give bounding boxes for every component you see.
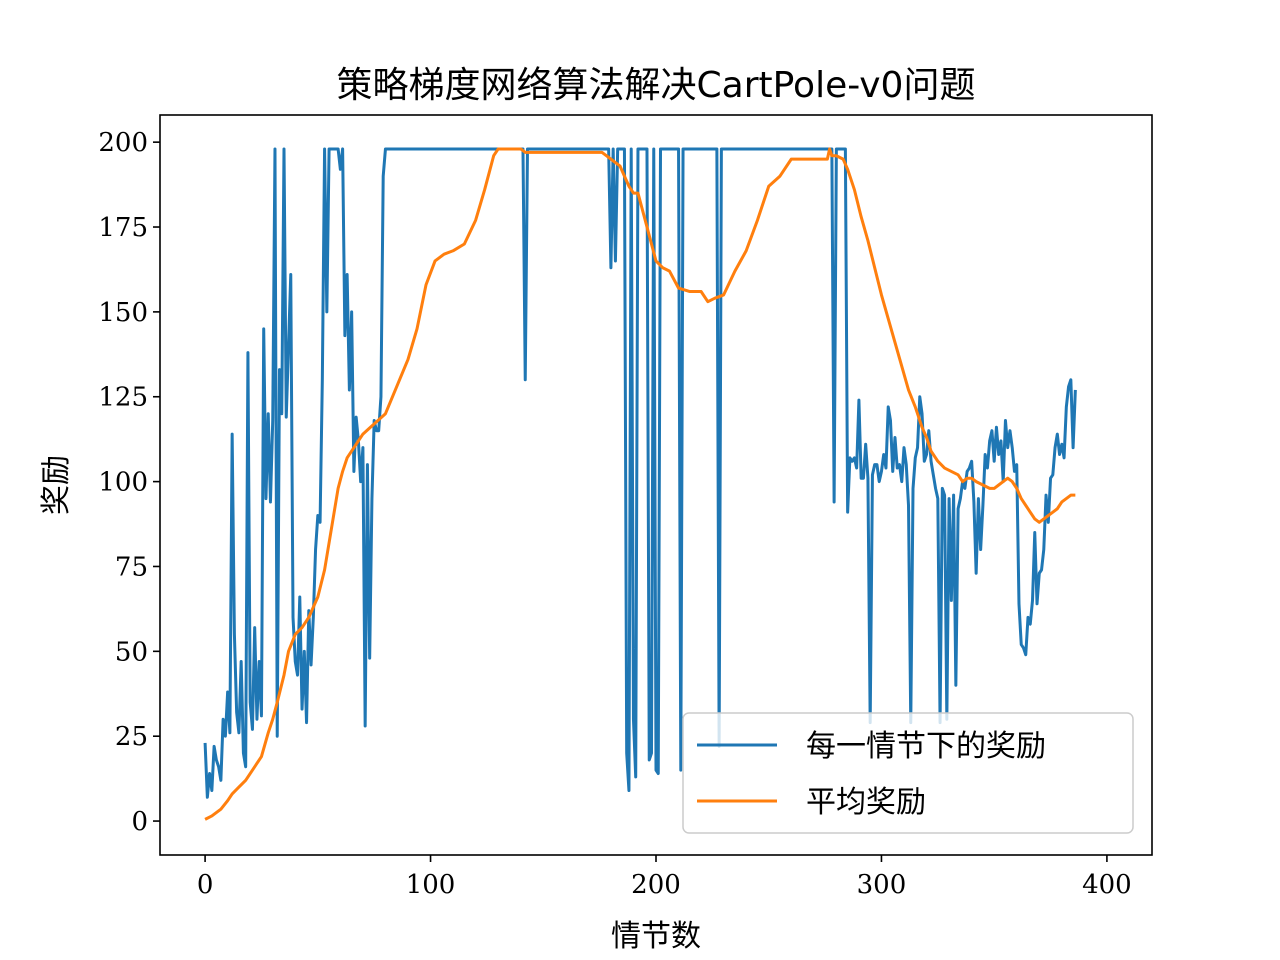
tick-layer: 0 100 200 300 400 0 25 50 75 100 125 150 175 200	[98, 128, 1131, 900]
y-axis-label: 奖励	[39, 455, 74, 515]
y-tick-label: 200	[98, 128, 148, 158]
series-line-average-reward	[204, 147, 1076, 821]
legend-box	[682, 712, 1134, 834]
y-tick-label: 50	[115, 637, 148, 667]
x-tick-label: 0	[197, 870, 214, 900]
y-tick-label: 150	[98, 298, 148, 328]
series-layer	[203, 147, 1077, 821]
x-tick-label: 200	[631, 870, 681, 900]
x-tick-label: 100	[406, 870, 456, 900]
y-tick-label: 100	[98, 468, 148, 498]
y-tick-label: 175	[98, 213, 148, 243]
legend-label-average-reward: 平均奖励	[806, 785, 926, 820]
y-tick-label: 0	[131, 807, 148, 837]
chart-title: 策略梯度网络算法解决CartPole-v0问题	[337, 65, 976, 106]
y-tick-label: 25	[115, 722, 148, 752]
legend-label-episode-reward: 每一情节下的奖励	[806, 729, 1046, 764]
y-tick-label: 125	[98, 383, 148, 413]
legend: 每一情节下的奖励 平均奖励	[682, 712, 1134, 834]
y-tick-label: 75	[115, 552, 148, 582]
x-tick-label: 400	[1082, 870, 1132, 900]
x-axis-label: 情节数	[611, 919, 701, 954]
x-tick-label: 300	[857, 870, 907, 900]
